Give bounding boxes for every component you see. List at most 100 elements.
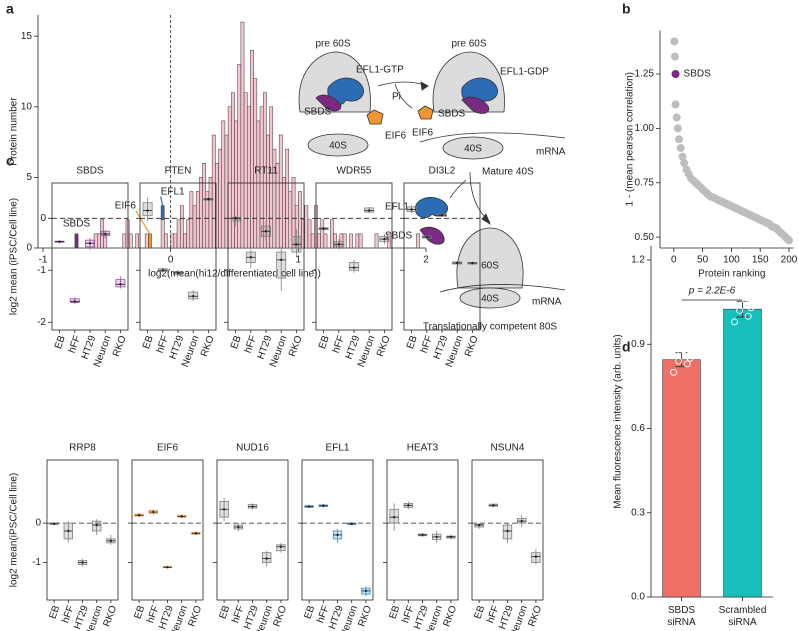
y-tick-label: 5 [26,172,32,183]
ribosome-60s [456,227,524,289]
bar [189,191,194,249]
x-tick-label: 1 [296,255,302,266]
median-dot [449,535,453,539]
y-tick-label: 10 [21,101,33,112]
x-axis-label: log2(mean(hi12/differentiated cell line)… [148,269,321,280]
x-axis-label: Protein ranking [698,269,765,280]
panel-title: RT11 [254,166,278,177]
x-tick-label: 150 [752,255,769,266]
bar [125,219,130,249]
y-axis-label: log2 mean (iPSC/Cell line) [9,198,20,315]
median-dot [88,242,92,245]
panel-label: d [622,339,631,355]
median-dot [192,295,195,298]
bar [310,233,315,249]
y-tick-label: 1.25 [635,69,655,80]
y-tick-label: 0 [40,213,46,224]
point [670,37,679,46]
x-tick-label: 200 [781,255,798,266]
median-dot [146,209,149,212]
arrowhead [420,81,429,91]
bar [122,233,127,249]
y-tick-label: 1.2 [631,255,645,266]
point [675,135,684,144]
point [671,349,679,357]
panel-label: a [6,1,14,17]
y-tick-label: -1 [32,557,41,568]
point [747,304,755,312]
bar [240,21,245,249]
arrow [377,81,429,87]
panel-title: DI3L2 [429,166,456,177]
median-dot [337,243,340,246]
bar [192,205,197,249]
point [675,357,683,365]
x-tick-label: RKO [526,604,544,628]
median-dot [492,504,495,507]
bar [211,134,216,249]
median-dot [364,589,368,593]
diagram-label: pre 60S [451,39,486,50]
y-tick-label: 0 [35,518,41,529]
point [686,354,694,362]
x-tick-label: -1 [39,255,48,266]
diagram-label: 40S [481,294,499,305]
median-dot [352,266,356,269]
panel-label: b [622,1,631,17]
diagram-label: SBDS [438,109,466,120]
x-tick-label: EB [141,334,156,351]
bar [97,233,101,249]
y-tick-label: 1.00 [635,123,655,134]
bar [208,177,213,249]
sbds-shape [461,96,490,114]
diagram-label: Pi [392,92,401,103]
median-dot [109,539,113,543]
diagram-label: Translationally competent 80S [423,322,557,333]
median-dot [73,300,77,303]
ribosome-40s [307,133,369,157]
x-tick-label: 2 [423,255,429,266]
x-tick-label: EB [218,604,233,621]
sbds-shape [315,94,342,112]
panel-title: HEAT3 [407,443,439,454]
x-tick-label: EB [229,334,244,351]
leader-line [160,196,164,206]
box [276,251,287,279]
bar [358,233,363,249]
arrow [394,83,413,109]
x-tick-label: 50 [697,255,709,266]
bar [330,219,334,249]
median-dot [421,533,424,537]
point [673,124,682,133]
highlight-label: EFL1 [161,186,185,197]
point [784,236,793,245]
bar [307,219,312,249]
bar [272,148,277,249]
median-dot [407,504,410,507]
diagram [298,51,566,309]
x-tick-label: 100 [723,255,740,266]
point [741,295,749,303]
y-tick-label: 0.0 [631,592,645,603]
ribosome-40s [459,287,521,309]
bar [317,233,321,249]
bar [234,120,238,249]
bar [179,205,184,249]
median-dot [506,529,509,533]
arrow [449,179,467,199]
median-dot [392,515,396,519]
arrowhead [481,213,491,225]
diagram-label: EFL1 [385,202,409,213]
x-tick-label: RKO [356,604,374,628]
x-tick-label: RKO [271,604,289,628]
bar [282,177,286,249]
bar [218,148,222,249]
median-dot [456,261,459,265]
highlight-bar [148,233,152,249]
y-tick-label: 0.50 [635,232,655,243]
median-dot [279,545,283,548]
x-tick-label: 0 [671,255,677,266]
y-axis-label: Mean fluorescence intensity (arb. units) [613,334,624,509]
median-dot [350,522,353,526]
